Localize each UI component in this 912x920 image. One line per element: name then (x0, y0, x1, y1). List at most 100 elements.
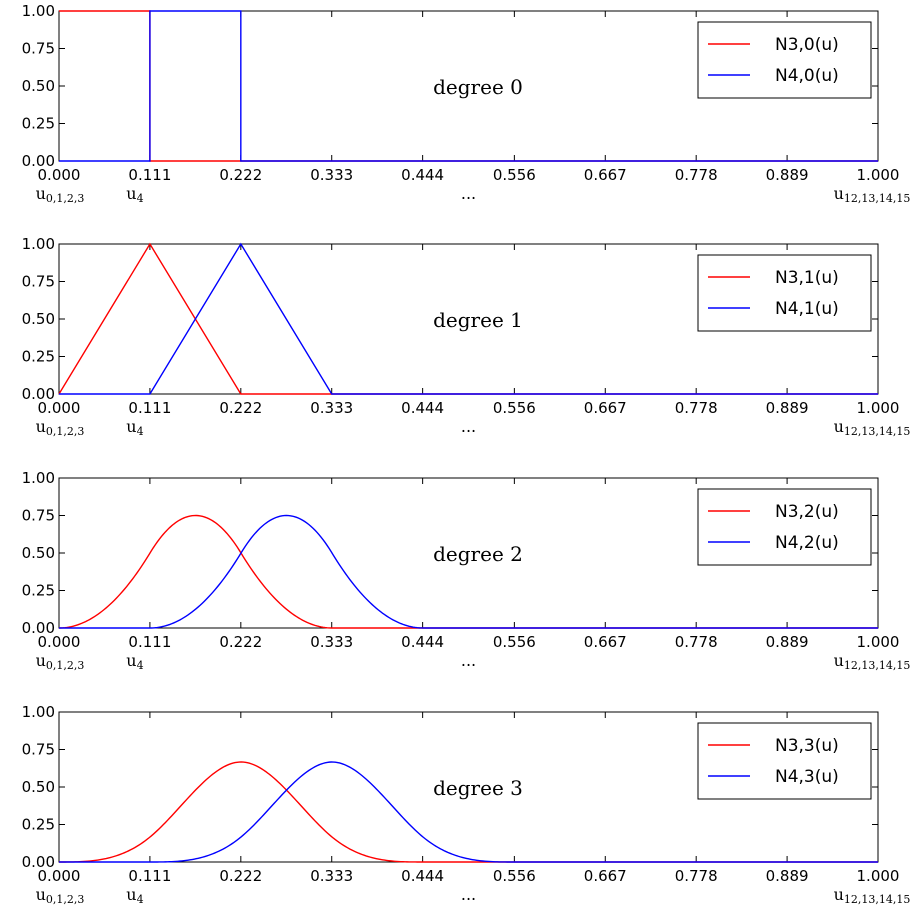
legend: N3,2(u) N4,2(u) (697, 488, 872, 566)
x-tick-label: 0.889 (766, 867, 809, 885)
knot-label-base: u (834, 885, 844, 904)
knot-label-sub: 12,13,14,15 (844, 192, 910, 205)
x-tick-label: 0.778 (675, 633, 718, 651)
knot-label-base: ... (461, 651, 476, 670)
chart-panel-3: 0.000 0.111 0.222 0.333 0.444 0.556 0.667 0.778… (22, 703, 911, 906)
knot-label: ... (461, 885, 476, 904)
y-tick-label: 0.75 (22, 741, 55, 759)
x-tick-label: 0.444 (401, 633, 444, 651)
legend-box (697, 722, 872, 800)
legend-label: N3,1(u) (775, 268, 839, 288)
degree-annotation: degree 3 (433, 776, 523, 800)
knot-label-base: u (834, 651, 844, 670)
knot-label-base: u (36, 184, 46, 203)
x-tick-label: 0.778 (675, 166, 718, 184)
y-tick-label: 0.25 (22, 348, 55, 366)
y-tick-label: 0.00 (22, 853, 55, 871)
knot-label: ... (461, 651, 476, 670)
legend: N3,0(u) N4,0(u) (697, 21, 872, 99)
chart-panel-2: 0.000 0.111 0.222 0.333 0.444 0.556 0.667 0.778… (22, 469, 911, 672)
x-tick-label: 0.000 (38, 166, 81, 184)
knot-label: u0,1,2,3 (36, 184, 85, 205)
x-tick-label: 0.333 (310, 399, 353, 417)
x-tick-label: 0.000 (38, 399, 81, 417)
knot-label-sub: 4 (137, 192, 144, 205)
y-tick-label: 0.50 (22, 77, 55, 95)
legend-box (697, 488, 872, 566)
chart-panel-1: 0.000 0.111 0.222 0.333 0.444 0.556 0.667 0.778… (22, 235, 911, 438)
y-tick-label: 0.25 (22, 582, 55, 600)
knot-label-base: u (126, 885, 136, 904)
knot-label-base: u (36, 651, 46, 670)
knot-label-sub: 4 (137, 893, 144, 906)
x-tick-label: 0.000 (38, 867, 81, 885)
x-tick-label: 0.333 (310, 166, 353, 184)
x-tick-label: 0.444 (401, 867, 444, 885)
series-line-N4,0(u) (59, 10, 878, 162)
y-tick-label: 0.25 (22, 816, 55, 834)
x-tick-label: 0.556 (493, 867, 536, 885)
knot-label-sub: 12,13,14,15 (844, 893, 910, 906)
y-tick-label: 0.50 (22, 544, 55, 562)
x-tick-label: 0.778 (675, 867, 718, 885)
knot-label: u12,13,14,15 (834, 184, 911, 205)
knot-label: u12,13,14,15 (834, 651, 911, 672)
knot-label: u0,1,2,3 (36, 651, 85, 672)
series-line-N4,2(u) (59, 514, 878, 629)
y-tick-label: 1.00 (22, 469, 55, 487)
knot-label-base: u (126, 417, 136, 436)
knot-label: u4 (126, 651, 143, 672)
series-line-N4,3(u) (59, 761, 878, 863)
x-tick-label: 0.667 (584, 166, 627, 184)
knot-label-base: u (36, 417, 46, 436)
x-tick-label: 0.444 (401, 399, 444, 417)
knot-label-sub: 0,1,2,3 (46, 425, 84, 438)
knot-label-sub: 0,1,2,3 (46, 659, 84, 672)
y-tick-label: 0.50 (22, 310, 55, 328)
y-tick-label: 0.00 (22, 385, 55, 403)
x-tick-label: 0.778 (675, 399, 718, 417)
knot-label-sub: 12,13,14,15 (844, 659, 910, 672)
x-tick-label: 0.667 (584, 867, 627, 885)
chart-panel-0: 0.000 0.111 0.222 0.333 0.444 0.556 0.667 0.778… (22, 2, 911, 205)
x-tick-label: 0.222 (219, 867, 262, 885)
x-tick-label: 0.667 (584, 399, 627, 417)
legend-label: N4,3(u) (775, 767, 839, 787)
degree-annotation: degree 0 (433, 75, 523, 99)
knot-label-base: u (834, 184, 844, 203)
knot-label: ... (461, 417, 476, 436)
x-tick-label: 0.889 (766, 166, 809, 184)
knot-label-sub: 12,13,14,15 (844, 425, 910, 438)
y-tick-label: 0.75 (22, 507, 55, 525)
knot-label-sub: 4 (137, 659, 144, 672)
legend-label: N4,0(u) (775, 66, 839, 86)
legend-label: N3,0(u) (775, 35, 839, 55)
knot-label-base: u (834, 417, 844, 436)
x-tick-label: 0.889 (766, 399, 809, 417)
knot-label-base: ... (461, 184, 476, 203)
y-tick-label: 1.00 (22, 2, 55, 20)
legend-label: N3,3(u) (775, 736, 839, 756)
x-tick-label: 1.000 (857, 633, 900, 651)
y-tick-label: 1.00 (22, 703, 55, 721)
x-tick-label: 0.000 (38, 633, 81, 651)
y-tick-label: 0.25 (22, 115, 55, 133)
x-tick-label: 1.000 (857, 399, 900, 417)
knot-label-base: ... (461, 417, 476, 436)
knot-label: u4 (126, 885, 143, 906)
x-tick-label: 0.333 (310, 633, 353, 651)
knot-label-base: u (126, 651, 136, 670)
x-tick-label: 0.556 (493, 399, 536, 417)
degree-annotation: degree 1 (433, 308, 523, 332)
x-tick-label: 0.111 (128, 867, 171, 885)
knot-label-sub: 4 (137, 425, 144, 438)
y-tick-label: 0.50 (22, 778, 55, 796)
x-tick-label: 1.000 (857, 867, 900, 885)
knot-label: u12,13,14,15 (834, 885, 911, 906)
legend-label: N4,1(u) (775, 299, 839, 319)
knot-label: u4 (126, 184, 143, 205)
x-tick-label: 0.889 (766, 633, 809, 651)
y-tick-label: 0.75 (22, 40, 55, 58)
knot-label-base: u (36, 885, 46, 904)
x-tick-label: 0.111 (128, 166, 171, 184)
